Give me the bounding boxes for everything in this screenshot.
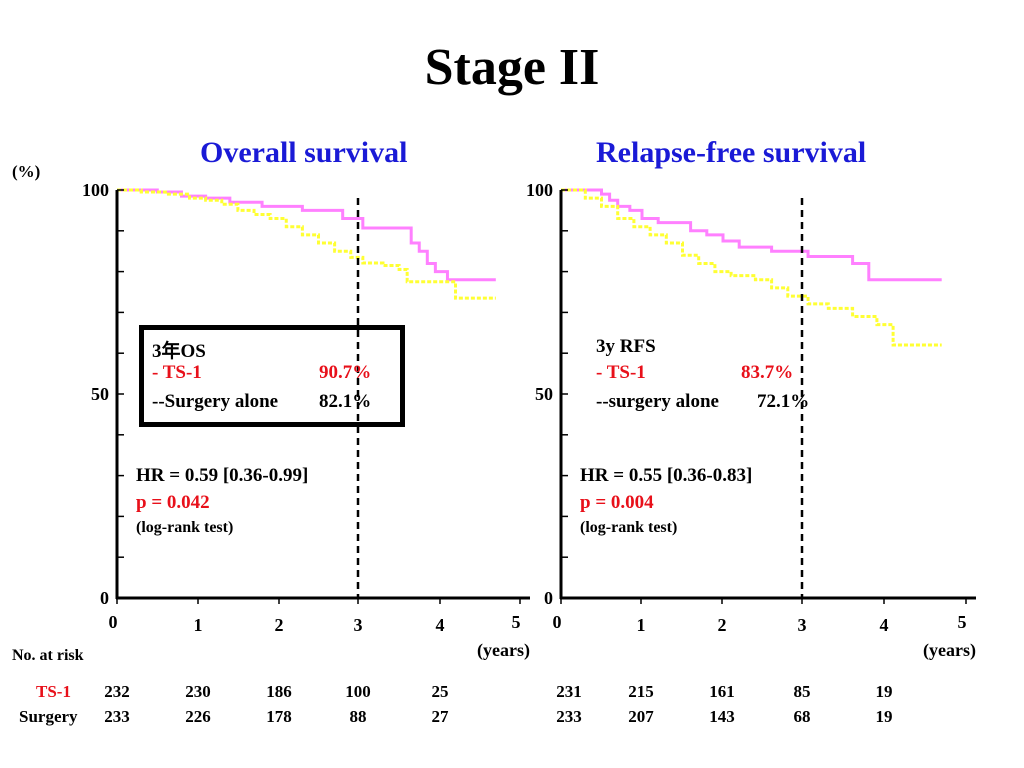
risk-cell-rfs: 19 [875, 707, 893, 726]
risk-cell-rfs: 231 [556, 682, 582, 701]
os-p-value: p = 0.042 [136, 492, 210, 513]
rfs-y-tick-label: 100 [526, 180, 553, 200]
y-unit-label: (%) [12, 162, 41, 181]
risk-cell-rfs: 207 [628, 707, 654, 726]
risk-cell-os: 178 [266, 707, 292, 726]
risk-cell-os: 226 [185, 707, 211, 726]
risk-cell-os: 230 [185, 682, 211, 701]
rfs-x-tick-label: 2 [718, 615, 727, 635]
risk-cell-os: 25 [431, 682, 449, 701]
rfs-hr: HR = 0.55 [0.36-0.83] [580, 465, 753, 486]
os-y-tick-label: 100 [82, 180, 109, 200]
rfs-x-tick-label: 1 [637, 615, 646, 635]
os-plot: 0 50 100 0 1 2 3 4 5 (years) [82, 180, 530, 661]
risk-cell-rfs: 19 [875, 682, 893, 701]
risk-cell-os: 27 [431, 707, 449, 726]
os-test: (log-rank test) [136, 519, 234, 536]
risk-row-label-surgery: Surgery [19, 707, 78, 726]
risk-cell-rfs: 215 [628, 682, 654, 701]
rfs-legend-surgery-label: --surgery alone [596, 391, 719, 412]
os-x-tick-label: 0 [109, 612, 118, 632]
risk-cell-os: 233 [104, 707, 130, 726]
os-legend-ts1-label: - TS-1 [152, 362, 202, 383]
os-curve-ts-1 [117, 188, 496, 282]
risk-cell-rfs: 233 [556, 707, 582, 726]
os-x-tick-label: 3 [354, 615, 363, 635]
risk-cell-rfs: 161 [709, 682, 735, 701]
rfs-y-tick-label: 0 [544, 588, 553, 608]
os-y-tick-label: 0 [100, 588, 109, 608]
os-x-tick-label: 2 [275, 615, 284, 635]
rfs-x-tick-label: 0 [553, 612, 562, 632]
os-legend-ts1-value: 90.7% [319, 362, 372, 383]
rfs-legend-ts1-value: 83.7% [741, 362, 794, 383]
risk-cell-os: 100 [345, 682, 371, 701]
rfs-x-tick-label: 3 [798, 615, 807, 635]
risk-cell-os: 232 [104, 682, 130, 701]
rfs-curve-ts-1 [561, 188, 942, 282]
rfs-x-tick-label: 4 [880, 615, 889, 635]
risk-cell-os: 186 [266, 682, 292, 701]
rfs-legend-heading: 3y RFS [596, 336, 656, 357]
risk-cell-rfs: 143 [709, 707, 735, 726]
rfs-chart-title: Relapse-free survival [596, 136, 867, 169]
page-title: Stage II [424, 39, 600, 96]
risk-table-label: No. at risk [12, 647, 84, 664]
rfs-plot: 0 50 100 0 1 2 3 4 5 (years) [526, 180, 976, 661]
rfs-legend-ts1-label: - TS-1 [596, 362, 646, 383]
os-legend-heading: 3年OS [152, 341, 206, 362]
rfs-curve-surgery [561, 188, 942, 347]
rfs-x-label: (years) [923, 640, 976, 661]
risk-cell-rfs: 68 [793, 707, 811, 726]
rfs-p-value: p = 0.004 [580, 492, 654, 513]
risk-cell-rfs: 85 [793, 682, 811, 701]
rfs-x-tick-label: 5 [958, 612, 967, 632]
os-x-label: (years) [477, 640, 530, 661]
os-legend-surgery-label: --Surgery alone [152, 391, 279, 412]
rfs-y-tick-label: 50 [535, 384, 553, 404]
risk-row-label-ts1: TS-1 [36, 682, 71, 701]
risk-cell-os: 88 [349, 707, 367, 726]
rfs-legend-surgery-value: 72.1% [757, 391, 810, 412]
os-x-tick-label: 4 [436, 615, 445, 635]
os-y-tick-label: 50 [91, 384, 109, 404]
os-hr: HR = 0.59 [0.36-0.99] [136, 465, 309, 486]
os-legend-surgery-value: 82.1% [319, 391, 372, 412]
os-x-tick-label: 1 [194, 615, 203, 635]
os-legend-box [139, 325, 405, 427]
rfs-test: (log-rank test) [580, 519, 678, 536]
os-curve-surgery [117, 188, 496, 300]
os-chart-title: Overall survival [200, 136, 408, 169]
os-x-tick-label: 5 [512, 612, 521, 632]
